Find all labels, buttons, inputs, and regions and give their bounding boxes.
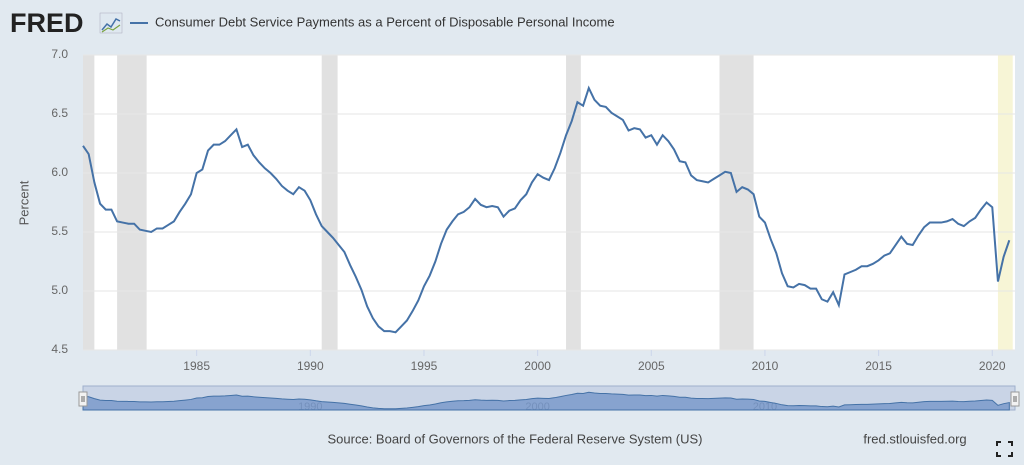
x-tick-label: 2005 (638, 359, 665, 373)
legend-label: Consumer Debt Service Payments as a Perc… (155, 14, 615, 29)
y-tick-label: 6.5 (51, 106, 68, 120)
navigator-handle[interactable] (1010, 391, 1020, 407)
navigator-handle[interactable] (78, 391, 88, 407)
x-tick-label: 2010 (752, 359, 779, 373)
navigator-handle-body (78, 391, 88, 407)
navigator-handle-body (1010, 391, 1020, 407)
fullscreen-icon[interactable] (996, 441, 1013, 457)
x-tick-label: 1985 (183, 359, 210, 373)
recession-band (83, 55, 95, 350)
recession-band (566, 55, 581, 350)
logo: FRED (10, 8, 84, 38)
recession-band (719, 55, 754, 350)
y-tick-label: 5.0 (51, 283, 68, 297)
recession-band (997, 55, 1013, 350)
source: Source: Board of Governors of the Federa… (328, 431, 703, 446)
x-tick-label: 2000 (524, 359, 551, 373)
x-tick-label: 2020 (979, 359, 1006, 373)
navigator-area (82, 391, 1010, 411)
recession-band (321, 55, 338, 350)
x-tick-label: 1995 (411, 359, 438, 373)
y-tick-label: 5.5 (51, 224, 68, 238)
y-tick-label: 4.5 (51, 342, 68, 356)
x-tick-label: 2015 (865, 359, 892, 373)
line (82, 85, 1011, 334)
y-tick-label: 7.0 (51, 47, 68, 61)
recession-band (117, 55, 147, 350)
plot-area (83, 55, 1015, 350)
y-tick-label: 6.0 (51, 165, 68, 179)
logo-icon (99, 12, 123, 34)
x-tick-label: 1990 (297, 359, 324, 373)
y-axis-label: Percent (16, 180, 31, 225)
site-link[interactable]: fred.stlouisfed.org (863, 431, 966, 446)
